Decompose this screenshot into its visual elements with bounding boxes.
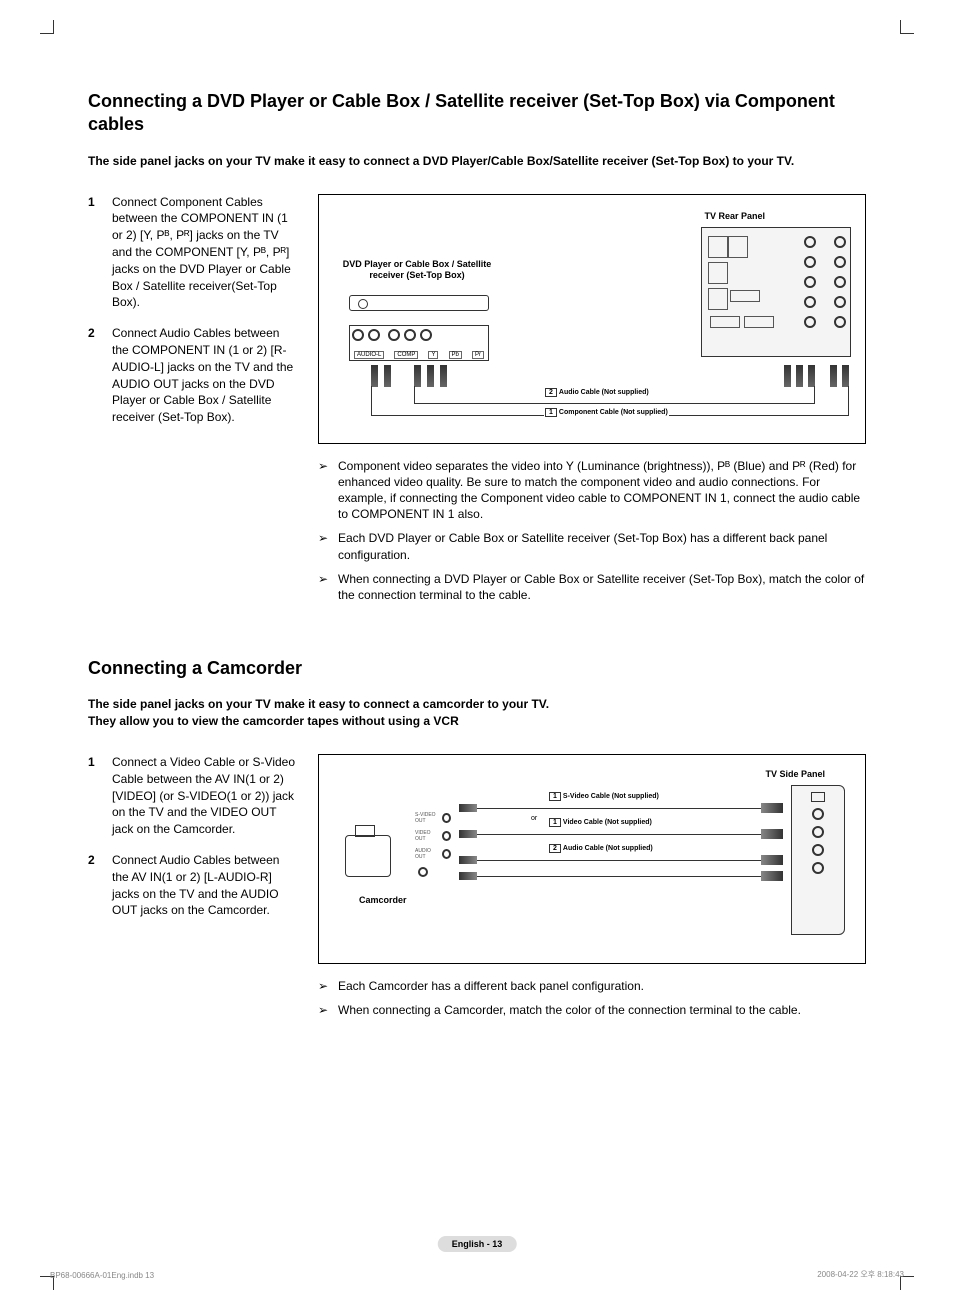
cable-plug-icon [384,365,391,387]
section2-intro: The side panel jacks on your TV make it … [88,696,866,730]
or-label: or [531,815,537,822]
dvd-front-icon [349,295,489,311]
page: Connecting a DVD Player or Cable Box / S… [0,0,954,1310]
svideo-cable-icon [459,803,783,813]
footer-file-info: BP68-00666A-01Eng.indb 13 [50,1271,154,1280]
component-cable-label: 1Component Cable (Not supplied) [544,408,669,417]
crop-mark [900,20,914,34]
step: 2 Connect Audio Cables between the AV IN… [88,852,298,919]
note-arrow-icon: ➢ [318,458,332,523]
cable-plug-icon [427,365,434,387]
label-text: Audio Cable (Not supplied) [559,389,649,396]
section2-columns: 1 Connect a Video Cable or S-Video Cable… [88,754,866,1026]
note-text: Each DVD Player or Cable Box or Satellit… [338,530,866,562]
section1-steps: 1 Connect Component Cables between the C… [88,194,298,612]
section2-title: Connecting a Camcorder [88,657,866,680]
cable-plug-icon [784,365,791,387]
audio-cable-label: 2Audio Cable (Not supplied) [549,845,653,852]
diagram-dvd-connection: TV Rear Panel [318,194,866,444]
note: ➢ Component video separates the video in… [318,458,866,523]
label-num: 1 [545,408,557,417]
note-arrow-icon: ➢ [318,530,332,562]
intro-line: The side panel jacks on your TV make it … [88,697,549,711]
crop-mark [40,20,54,34]
cable-plug-icon [414,365,421,387]
step: 1 Connect Component Cables between the C… [88,194,298,312]
camcorder-icon [345,825,405,885]
note-text: Component video separates the video into… [338,458,866,523]
diagram-camcorder-connection: TV Side Panel Camcorder S-VIDEO OUT VIDE… [318,754,866,964]
dvd-back-icon: AUDIO-LCOMPYPbPr [349,325,489,361]
step-text: Connect a Video Cable or S-Video Cable b… [112,754,298,838]
page-number-pill: English - 13 [438,1236,517,1252]
step-num: 1 [88,194,100,312]
note-arrow-icon: ➢ [318,978,332,994]
step-text: Connect Audio Cables between the AV IN(1… [112,852,298,919]
intro-line: They allow you to view the camcorder tap… [88,714,459,728]
step: 1 Connect a Video Cable or S-Video Cable… [88,754,298,838]
note-arrow-icon: ➢ [318,571,332,603]
note-arrow-icon: ➢ [318,1002,332,1018]
cable-plug-icon [830,365,837,387]
note: ➢ Each DVD Player or Cable Box or Satell… [318,530,866,562]
note: ➢ When connecting a DVD Player or Cable … [318,571,866,603]
step-num: 2 [88,325,100,426]
tv-rear-panel-label: TV Rear Panel [704,211,765,221]
cable-plug-icon [440,365,447,387]
section1-intro: The side panel jacks on your TV make it … [88,153,866,170]
step-num: 1 [88,754,100,838]
audio-cable-icon [459,871,783,881]
section1-diagram-col: TV Rear Panel [318,194,866,612]
note-text: Each Camcorder has a different back pane… [338,978,644,994]
svideo-cable-label: 1S-Video Cable (Not supplied) [549,793,659,800]
cable-plug-icon [842,365,849,387]
step-text: Connect Component Cables between the COM… [112,194,298,312]
section1-columns: 1 Connect Component Cables between the C… [88,194,866,612]
section2-notes: ➢ Each Camcorder has a different back pa… [318,978,866,1018]
section2-steps: 1 Connect a Video Cable or S-Video Cable… [88,754,298,1026]
step-num: 2 [88,852,100,919]
video-cable-label: 1Video Cable (Not supplied) [549,819,652,826]
tv-rear-panel-icon [701,227,851,357]
step-text: Connect Audio Cables between the COMPONE… [112,325,298,426]
audio-cable-icon [459,855,783,865]
label-num: 2 [545,388,557,397]
video-cable-icon [459,829,783,839]
cable-plug-icon [371,365,378,387]
note: ➢ Each Camcorder has a different back pa… [318,978,866,994]
cable-plug-icon [808,365,815,387]
tv-side-panel-icon [791,785,845,935]
step: 2 Connect Audio Cables between the COMPO… [88,325,298,426]
note-text: When connecting a DVD Player or Cable Bo… [338,571,866,603]
cable-plug-icon [796,365,803,387]
camcorder-label: Camcorder [359,895,407,905]
camcorder-ports-icon: S-VIDEO OUT VIDEO OUT AUDIO OUT [415,809,451,881]
note: ➢ When connecting a Camcorder, match the… [318,1002,866,1018]
dvd-device-label: DVD Player or Cable Box / Satellite rece… [337,259,497,282]
label-text: Component Cable (Not supplied) [559,409,668,416]
footer-timestamp: 2008-04-22 오후 8:18:43 [817,1269,904,1280]
section2-diagram-col: TV Side Panel Camcorder S-VIDEO OUT VIDE… [318,754,866,1026]
section1-title: Connecting a DVD Player or Cable Box / S… [88,90,866,137]
note-text: When connecting a Camcorder, match the c… [338,1002,801,1018]
section1-notes: ➢ Component video separates the video in… [318,458,866,604]
audio-cable-label: 2Audio Cable (Not supplied) [544,388,650,397]
tv-side-panel-label: TV Side Panel [765,769,825,779]
